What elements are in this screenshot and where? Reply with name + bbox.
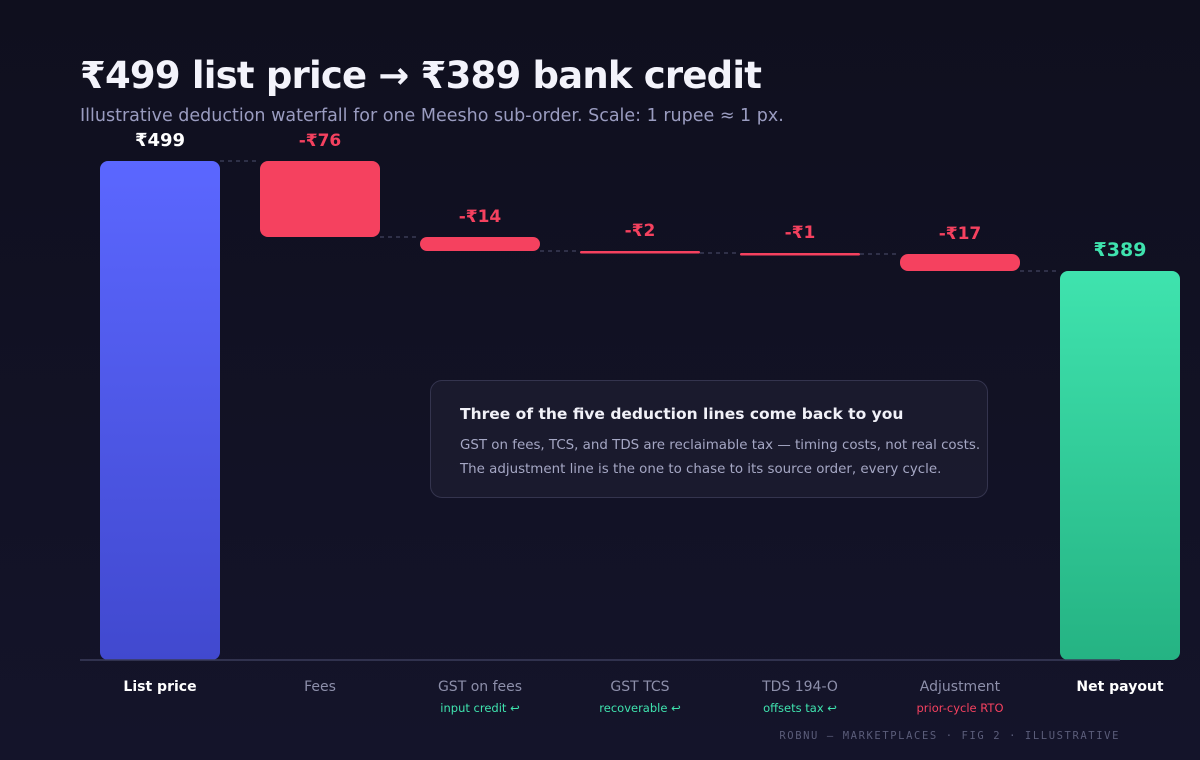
bar-tds-194-o (740, 253, 860, 256)
value-label: -₹76 (299, 131, 342, 151)
value-label: -₹17 (939, 224, 982, 244)
value-label: -₹2 (625, 221, 656, 241)
callout-text-line-1: GST on fees, TCS, and TDS are reclaimabl… (460, 438, 981, 453)
callout-text-line-2: The adjustment line is the one to chase … (460, 462, 942, 477)
category-note: input credit ↩ (440, 701, 519, 715)
callout-box: Three of the five deduction lines come b… (430, 380, 988, 498)
bar-fees (260, 161, 380, 237)
chart-subtitle: Illustrative deduction waterfall for one… (80, 106, 784, 126)
category-label: List price (123, 679, 196, 695)
category-note: prior-cycle RTO (916, 701, 1003, 715)
category-note: offsets tax ↩ (763, 701, 837, 715)
bar-list-price (100, 161, 220, 660)
category-label: TDS 194-O (761, 679, 838, 695)
value-label: -₹1 (785, 223, 816, 243)
category-label: Adjustment (920, 679, 1001, 695)
category-label: GST on fees (438, 679, 522, 695)
figure-credit: ROBNU — MARKETPLACES · FIG 2 · ILLUSTRAT… (779, 730, 1120, 742)
category-label: Fees (304, 679, 336, 695)
bar-adjustment (900, 254, 1020, 271)
category-label: GST TCS (610, 679, 669, 695)
value-label: -₹14 (459, 207, 502, 227)
value-label: ₹389 (1094, 239, 1147, 261)
bar-gst-on-fees (420, 237, 540, 251)
category-note: recoverable ↩ (599, 701, 680, 715)
chart-title: ₹499 list price → ₹389 bank credit (80, 54, 762, 97)
bar-gst-tcs (580, 251, 700, 254)
category-label: Net payout (1076, 679, 1164, 695)
bar-net-payout (1060, 271, 1180, 660)
value-label: ₹499 (135, 130, 185, 151)
callout-title: Three of the five deduction lines come b… (460, 405, 904, 423)
